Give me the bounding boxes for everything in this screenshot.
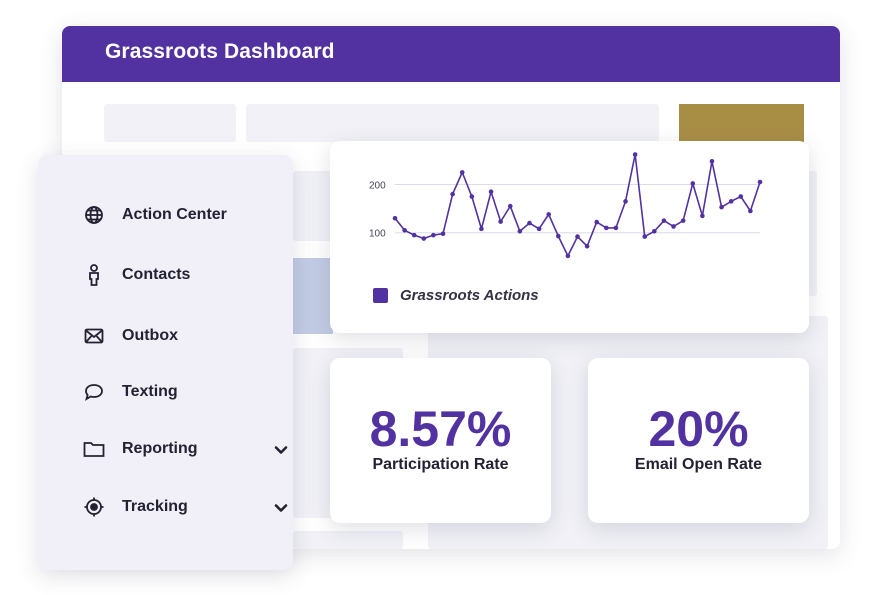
data-point: [709, 158, 715, 164]
participation-rate-card: 8.57% Participation Rate: [330, 358, 551, 523]
data-point: [680, 218, 686, 223]
actions-chart-card: 100 200 Grassroots Actions: [330, 141, 809, 333]
data-point: [498, 219, 503, 224]
data-point: [392, 215, 398, 221]
data-point: [623, 199, 628, 204]
folder-icon: [83, 438, 105, 460]
person-icon: [83, 264, 105, 286]
data-point: [459, 170, 465, 175]
sidebar-item-label: Tracking: [122, 498, 188, 515]
window-title: Grassroots Dashboard: [105, 40, 335, 63]
envelope-icon: [83, 325, 105, 347]
data-point: [421, 236, 427, 241]
data-point: [652, 228, 657, 234]
legend-label: Grassroots Actions: [400, 287, 539, 304]
chevron-down-icon[interactable]: [273, 442, 289, 458]
stat-label: Participation Rate: [372, 456, 509, 473]
data-point: [594, 219, 600, 225]
crosshair-icon: [83, 496, 105, 518]
data-point: [488, 189, 494, 194]
data-point: [757, 179, 763, 185]
title-bar: Grassroots Dashboard: [62, 26, 840, 82]
stat-value: 8.57%: [369, 401, 512, 457]
sidebar-item-contacts[interactable]: Contacts: [83, 260, 283, 290]
data-point: [527, 220, 532, 226]
data-point: [728, 199, 734, 204]
data-point: [738, 194, 744, 199]
data-point: [661, 218, 667, 223]
data-point: [575, 234, 580, 239]
placeholder-search-bar: [246, 104, 659, 142]
data-point: [440, 231, 446, 236]
placeholder-block: [104, 104, 236, 142]
data-point: [507, 203, 513, 209]
sidebar-item-label: Contacts: [122, 266, 191, 283]
data-point: [479, 226, 484, 232]
sidebar-item-label: Texting: [122, 383, 178, 400]
data-point: [536, 226, 542, 232]
data-point: [690, 181, 696, 186]
data-point: [613, 225, 619, 231]
sidebar-item-tracking[interactable]: Tracking: [83, 492, 288, 522]
sidebar-item-label: Reporting: [122, 440, 198, 457]
sidebar-item-reporting[interactable]: Reporting: [83, 434, 288, 464]
sidebar-nav: Action Center Contacts Outbox Texting: [38, 155, 293, 570]
data-point: [719, 204, 724, 210]
data-point: [431, 232, 436, 238]
series-line: [394, 153, 761, 257]
placeholder-block: [807, 171, 817, 296]
placeholder-block: [293, 531, 403, 549]
data-point: [546, 212, 551, 217]
chevron-down-icon[interactable]: [273, 500, 289, 516]
sidebar-item-label: Outbox: [122, 327, 178, 344]
data-point: [402, 228, 407, 233]
line-chart: 100 200: [369, 152, 763, 259]
placeholder-action-button[interactable]: [679, 104, 804, 144]
data-point: [450, 191, 455, 197]
y-tick-label: 100: [369, 229, 386, 240]
placeholder-highlight-block: [293, 258, 333, 334]
chart-legend: Grassroots Actions: [373, 287, 539, 304]
data-point: [632, 152, 638, 157]
data-point: [517, 228, 523, 234]
sidebar-item-texting[interactable]: Texting: [83, 377, 283, 407]
sidebar-item-action-center[interactable]: Action Center: [83, 200, 283, 230]
data-point: [700, 213, 705, 219]
legend-swatch: [373, 288, 388, 303]
data-point: [411, 232, 417, 238]
sidebar-item-label: Action Center: [122, 206, 227, 223]
data-point: [555, 233, 561, 239]
data-point: [671, 224, 676, 229]
data-point: [469, 194, 475, 199]
placeholder-block: [293, 171, 333, 241]
data-point: [584, 243, 590, 249]
email-open-rate-card: 20% Email Open Rate: [588, 358, 809, 523]
data-point: [748, 208, 753, 214]
sidebar-item-outbox[interactable]: Outbox: [83, 321, 283, 351]
data-point: [565, 253, 571, 259]
y-tick-label: 200: [369, 180, 386, 191]
stat-label: Email Open Rate: [634, 456, 763, 473]
data-point: [604, 225, 609, 231]
chat-bubble-icon: [83, 381, 105, 403]
globe-icon: [83, 204, 105, 226]
data-point: [642, 234, 648, 239]
stat-value: 20%: [648, 401, 749, 457]
